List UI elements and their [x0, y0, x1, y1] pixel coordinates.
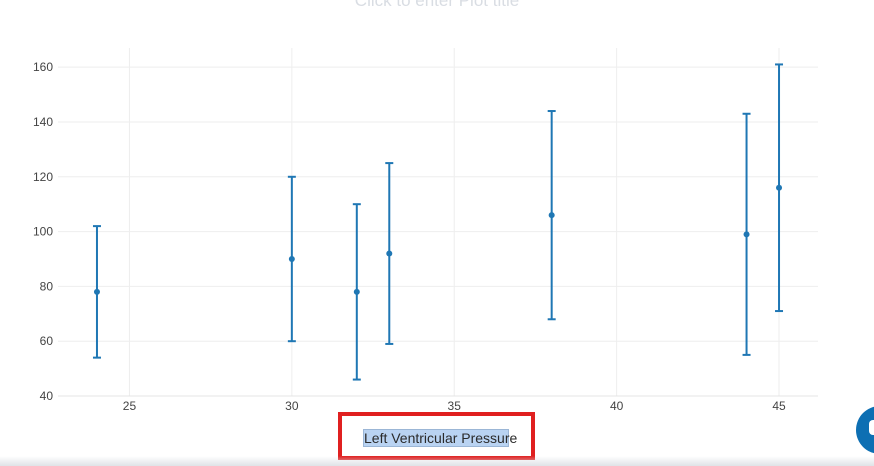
y-tick-label: 60	[40, 334, 54, 348]
data-point[interactable]	[743, 231, 750, 238]
y-tick-label: 80	[40, 279, 54, 293]
plot-title-placeholder[interactable]: Click to enter Plot title	[354, 0, 520, 10]
grid	[58, 48, 818, 396]
x-tick-label: 25	[123, 399, 137, 413]
data-point[interactable]	[776, 184, 783, 191]
x-tick-label: 40	[610, 399, 624, 413]
data-point[interactable]	[548, 212, 555, 219]
error-bars	[92, 63, 784, 381]
y-tick-label: 40	[40, 389, 54, 403]
y-tick-label: 160	[33, 60, 53, 74]
data-points	[93, 184, 783, 295]
x-axis-ticks: 25 30 35 40 45	[123, 399, 786, 413]
data-point[interactable]	[93, 288, 100, 295]
chat-launcher-button[interactable]	[856, 406, 874, 454]
data-point[interactable]	[386, 250, 393, 257]
y-axis-ticks: 40 60 80 100 120 140 160	[33, 60, 53, 403]
chat-bubble-icon	[869, 420, 874, 435]
x-tick-label: 30	[285, 399, 299, 413]
data-point[interactable]	[288, 255, 295, 262]
x-axis-title[interactable]: Left Ventricular Pressure	[363, 429, 518, 447]
data-point[interactable]	[353, 288, 360, 295]
x-tick-label: 35	[448, 399, 462, 413]
y-tick-label: 140	[33, 115, 53, 129]
y-tick-label: 100	[33, 225, 53, 239]
bottom-shadow	[0, 456, 874, 466]
x-tick-label: 45	[772, 399, 786, 413]
y-tick-label: 120	[33, 170, 53, 184]
